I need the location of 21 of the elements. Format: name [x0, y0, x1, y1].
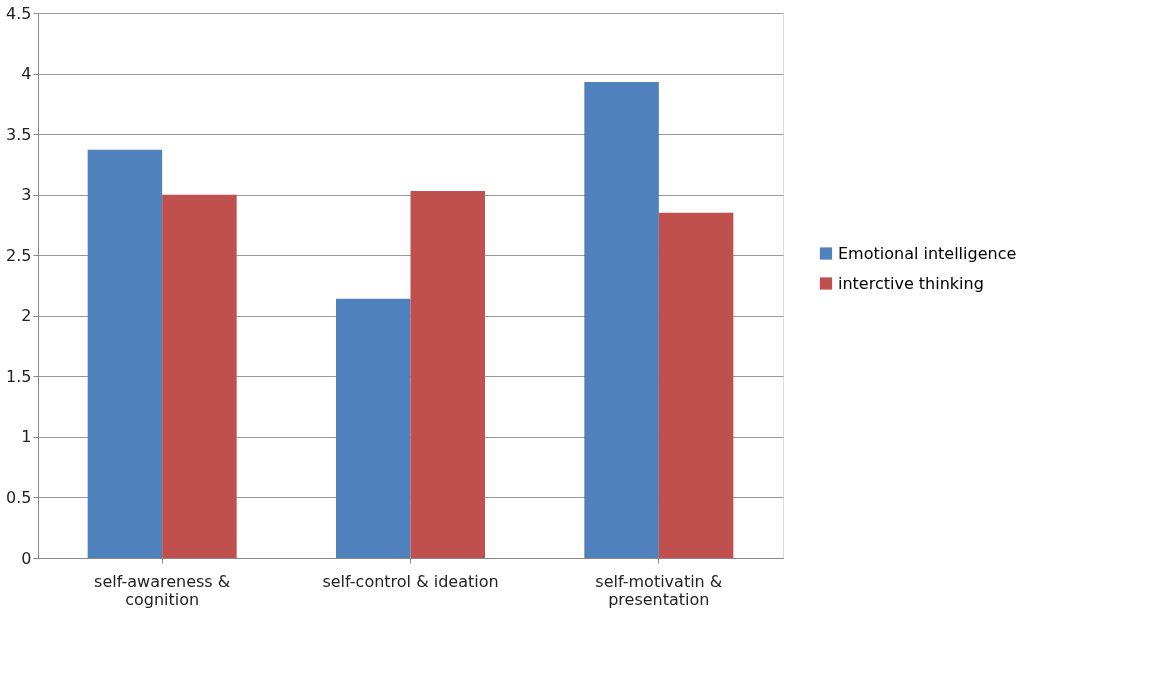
y-tick-label: 2	[21, 306, 32, 326]
y-tick-label: 0.5	[6, 487, 32, 507]
x-tick-label: self-awareness & cognition	[94, 571, 231, 609]
y-tick-label: 3.5	[6, 124, 32, 144]
bar	[584, 82, 659, 558]
bar	[336, 298, 411, 558]
bar	[658, 212, 734, 558]
y-tick-label: 4.5	[6, 3, 32, 23]
bar	[87, 149, 163, 558]
bar	[410, 191, 485, 558]
y-tick-label: 2.5	[6, 245, 32, 265]
bar	[162, 194, 237, 558]
y-tick-label: 0	[21, 548, 32, 568]
y-tick-label: 1.5	[6, 366, 32, 386]
x-tick-label: self-motivatin & presentation	[595, 571, 723, 609]
y-tick-label: 3	[21, 185, 32, 205]
x-tick-label: self-control & ideation	[322, 571, 499, 591]
legend-label: interctive thinking	[838, 273, 984, 293]
y-tick-label: 4	[21, 64, 32, 84]
legend-label: Emotional intelligence	[838, 243, 1017, 263]
y-tick-label: 1	[21, 427, 32, 447]
